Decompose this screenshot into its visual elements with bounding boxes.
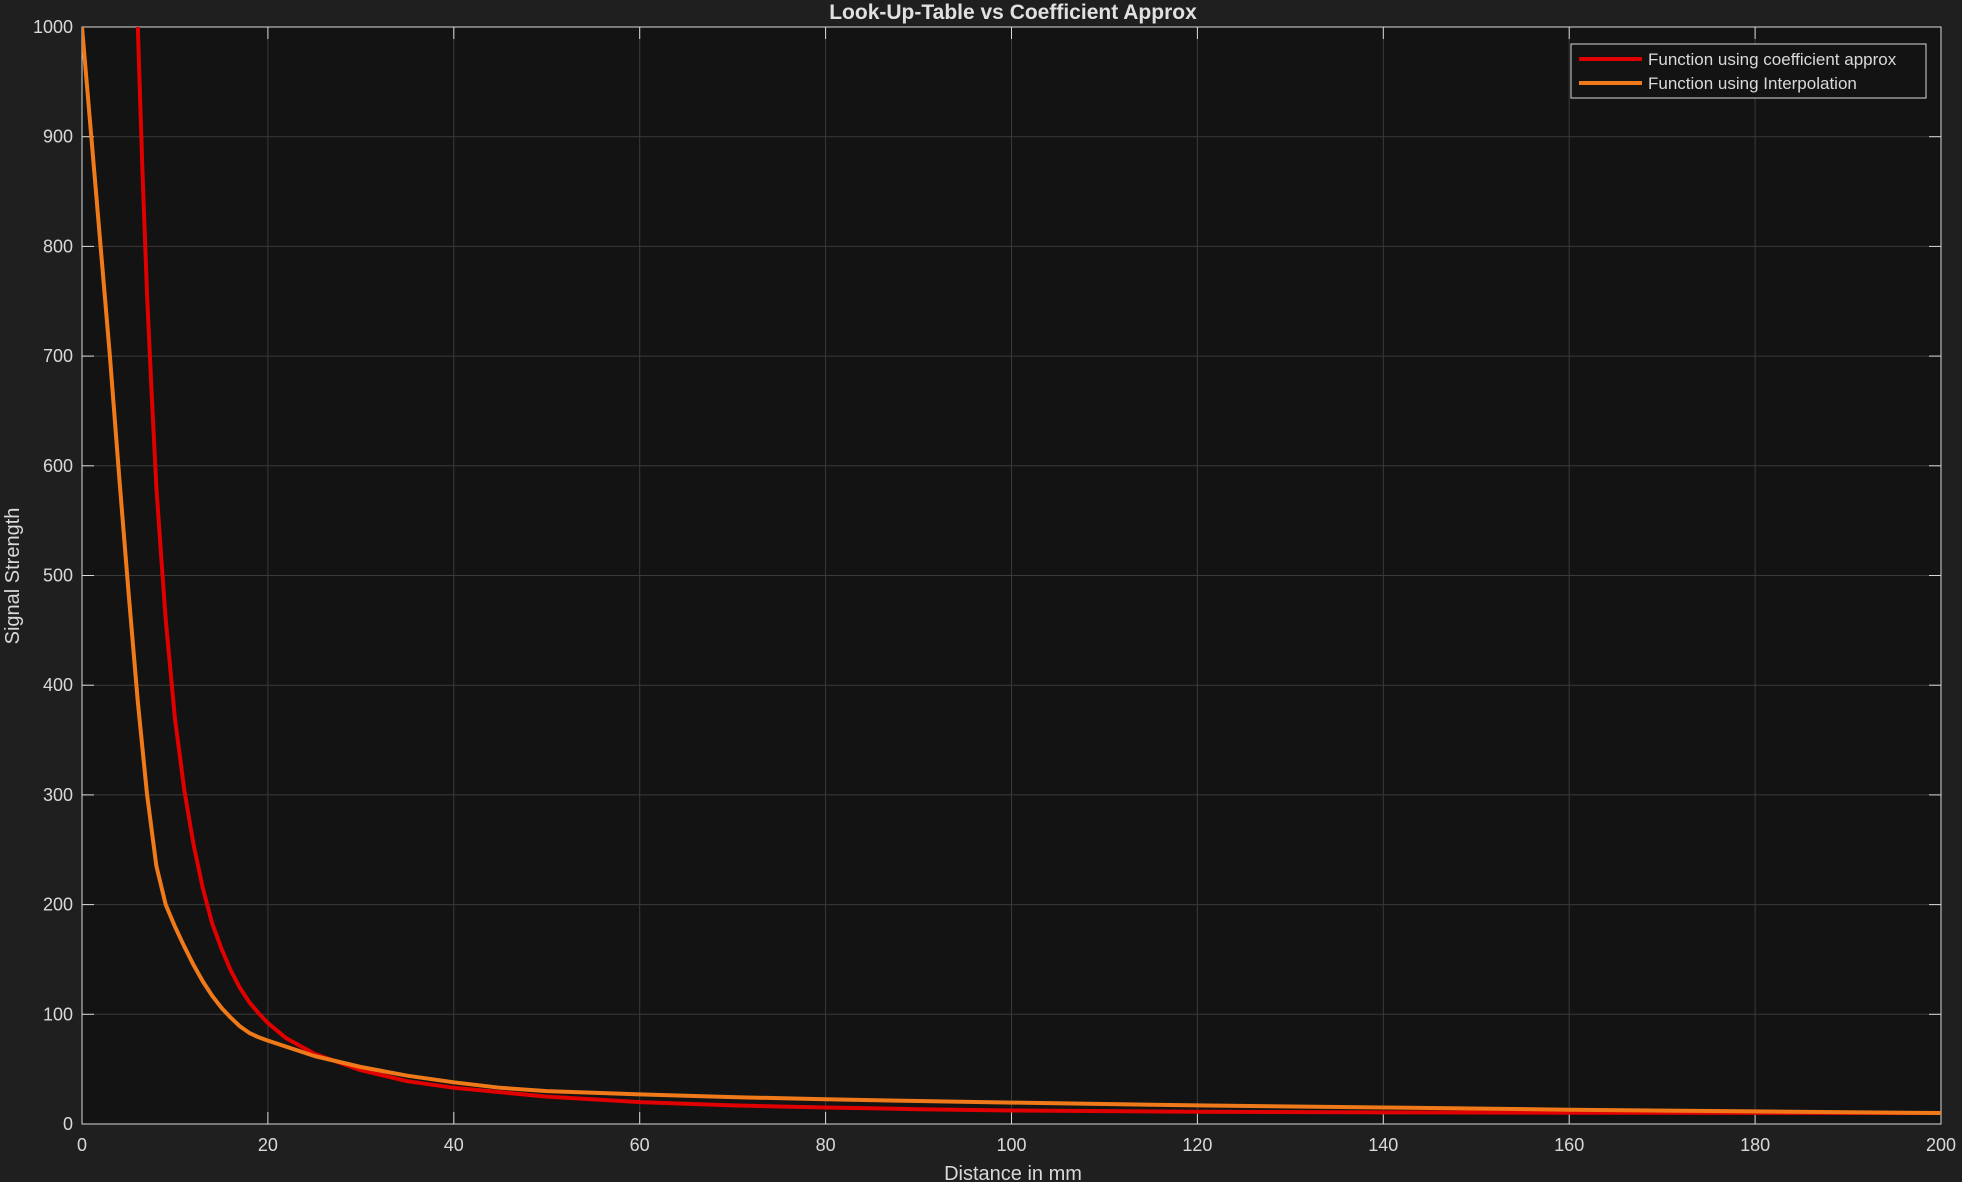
x-tick-label: 160	[1554, 1135, 1584, 1155]
y-axis-label: Signal Strength	[2, 508, 24, 645]
x-tick-label: 40	[444, 1135, 464, 1155]
legend-label-coefficient: Function using coefficient approx	[1648, 50, 1897, 69]
y-tick-label: 700	[43, 346, 73, 366]
y-tick-label: 400	[43, 675, 73, 695]
y-tick-label: 800	[43, 236, 73, 256]
legend-box	[1570, 43, 1927, 99]
series-line-interpolation	[82, 27, 1941, 1115]
x-tick-label: 200	[1926, 1135, 1956, 1155]
x-tick-label: 100	[996, 1135, 1026, 1155]
x-tick-label: 180	[1740, 1135, 1770, 1155]
y-tick-label: 100	[43, 1004, 73, 1024]
legend-label-interpolation: Function using Interpolation	[1648, 74, 1857, 93]
chart-title: Look-Up-Table vs Coefficient Approx	[829, 1, 1197, 24]
x-tick-label: 60	[630, 1135, 650, 1155]
legend: Function using coefficient approx Functi…	[1570, 43, 1927, 99]
x-tick-label: 120	[1182, 1135, 1212, 1155]
grid-lines	[82, 27, 1941, 1124]
x-tick-label: 0	[77, 1135, 87, 1155]
y-tick-label: 0	[63, 1114, 73, 1134]
x-tick-label: 140	[1368, 1135, 1398, 1155]
x-axis-ticks: 0 20 40 60 80 100 120 140 160 180 200	[77, 27, 1956, 1155]
x-tick-label: 20	[258, 1135, 278, 1155]
series-line-coefficient	[135, 27, 1941, 1115]
x-axis-label: Distance in mm	[944, 1163, 1082, 1182]
y-tick-label: 1000	[33, 17, 73, 37]
x-tick-label: 80	[816, 1135, 836, 1155]
y-axis-ticks: 0 100 200 300 400 500 600 700 800 900 1000	[33, 17, 1941, 1134]
y-tick-label: 600	[43, 456, 73, 476]
y-tick-label: 200	[43, 895, 73, 915]
y-tick-label: 300	[43, 785, 73, 805]
data-series	[82, 27, 1941, 1115]
y-tick-label: 500	[43, 566, 73, 586]
y-tick-label: 900	[43, 127, 73, 147]
